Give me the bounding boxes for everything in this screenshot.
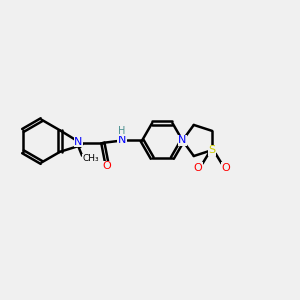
Text: CH₃: CH₃: [82, 154, 99, 163]
Text: N: N: [74, 137, 83, 147]
Text: O: O: [102, 161, 111, 171]
Text: H: H: [118, 126, 126, 136]
Text: N: N: [118, 136, 126, 146]
Text: O: O: [194, 163, 203, 172]
Text: O: O: [222, 163, 230, 172]
Text: N: N: [178, 136, 187, 146]
Text: S: S: [208, 145, 216, 155]
